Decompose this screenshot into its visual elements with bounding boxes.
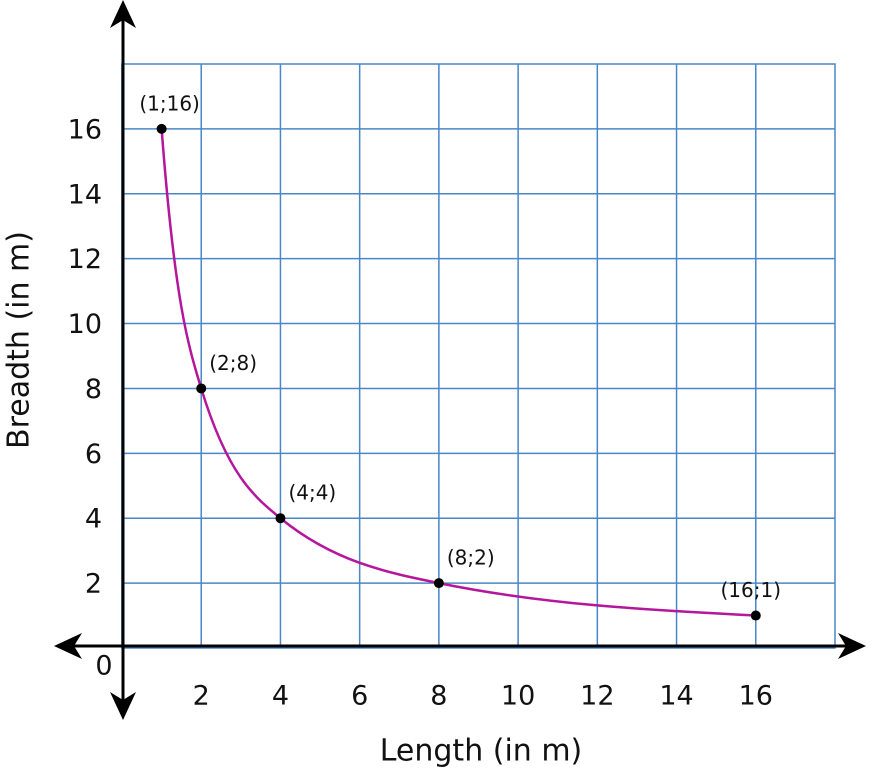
x-tick-label: 0 (95, 651, 112, 682)
data-point (275, 513, 286, 524)
y-tick-label: 10 (68, 309, 102, 340)
x-tick-label: 12 (580, 681, 614, 712)
y-tick-label: 4 (85, 504, 102, 535)
y-axis-label: Breadth (in m) (2, 231, 37, 449)
x-tick-label: 16 (739, 681, 773, 712)
y-tick-label: 14 (68, 179, 102, 210)
x-axis-label: Length (in m) (380, 734, 583, 769)
arrow (54, 633, 82, 659)
x-tick-label: 4 (272, 681, 289, 712)
x-tick-label: 14 (659, 681, 693, 712)
data-point (750, 610, 761, 621)
arrow (838, 633, 866, 659)
y-tick-label: 16 (68, 114, 102, 145)
point-label: (2;8) (209, 351, 257, 375)
y-tick-label: 2 (85, 569, 102, 600)
x-tick-label: 10 (501, 681, 535, 712)
arrow (110, 0, 136, 28)
y-tick-label: 12 (68, 244, 102, 275)
y-tick-label: 6 (85, 439, 102, 470)
point-label: (8;2) (447, 546, 495, 570)
data-point (156, 123, 167, 134)
x-tick-label: 6 (351, 681, 368, 712)
arrow (110, 692, 136, 720)
point-label: (1;16) (139, 91, 200, 115)
data-point (196, 383, 207, 394)
y-tick-label: 8 (85, 374, 102, 405)
point-label: (4;4) (288, 481, 336, 505)
data-point (433, 578, 444, 589)
grid (121, 63, 836, 649)
x-tick-label: 8 (430, 681, 447, 712)
x-tick-label: 2 (193, 681, 210, 712)
axes (54, 0, 866, 720)
point-label: (16;1) (721, 578, 782, 602)
